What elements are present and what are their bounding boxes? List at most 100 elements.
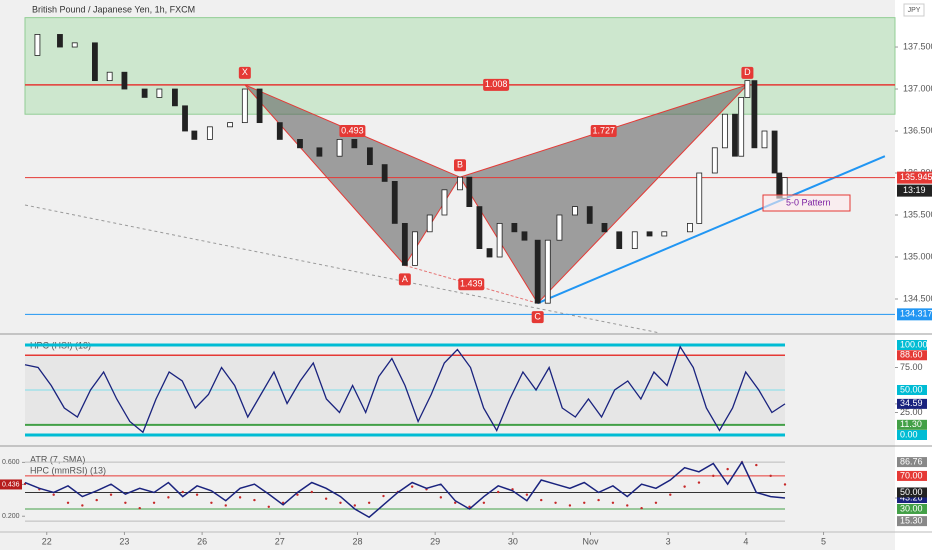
currency: JPY [908, 7, 921, 14]
candle [336, 139, 343, 157]
candle [141, 88, 148, 98]
candle [721, 113, 728, 149]
candle [92, 42, 98, 82]
y-tick-label: 11.30 [900, 419, 922, 429]
candle [256, 88, 263, 124]
atr-dot [712, 474, 715, 478]
candle [351, 139, 358, 149]
axis-badge [897, 470, 927, 481]
atr-dot [583, 501, 586, 504]
x-tick-label: Nov [582, 536, 599, 546]
price-badge [897, 308, 932, 321]
atr-dot [296, 493, 299, 496]
y-tick-label: 137.000 [903, 83, 932, 93]
pattern-point-badge [454, 159, 466, 172]
candle [744, 80, 751, 98]
price-badge [897, 171, 932, 184]
ratio-badge [458, 278, 485, 291]
x-tick-label: 22 [42, 536, 52, 546]
atr-dot [210, 501, 213, 504]
candle [521, 231, 528, 241]
atr-dot [95, 498, 98, 502]
y2-tick-label: 15.30 [900, 515, 923, 525]
y-tick-label: 136.500 [903, 125, 932, 135]
atr-dot [81, 504, 84, 507]
candle [616, 231, 623, 249]
pattern-point-label: D [744, 67, 751, 77]
atr-dot [669, 493, 672, 496]
oscillator-line [24, 345, 786, 434]
candle [71, 42, 78, 48]
atr-dot [726, 467, 729, 471]
candle [182, 105, 188, 132]
atr-dot [439, 496, 443, 499]
candle [121, 71, 128, 90]
atr-dot [224, 504, 227, 507]
atr-dot [497, 490, 500, 494]
candle [34, 34, 41, 56]
axis-badge [897, 340, 927, 350]
atr-dot [568, 504, 572, 507]
y-tick-label: 135.500 [903, 209, 932, 219]
atr-dot [769, 474, 772, 478]
atr-dot [181, 490, 184, 494]
candle [106, 71, 113, 82]
candle [191, 130, 198, 140]
atr-dot [324, 497, 328, 500]
x-tick-label: 3 [666, 536, 671, 546]
atr-dot [152, 501, 156, 504]
ratio-label: 1.727 [592, 125, 615, 135]
candle [586, 206, 593, 224]
candle [366, 147, 373, 166]
x-tick-label: 4 [743, 536, 748, 546]
candle [156, 88, 163, 98]
x-tick-label: 30 [508, 536, 518, 546]
atr-dot [410, 485, 414, 488]
ratio-label: 0.493 [341, 125, 364, 135]
pattern-name: 5-0 Pattern [786, 197, 831, 207]
currency-badge [903, 3, 925, 17]
ratio-badge [590, 125, 617, 138]
axis-badge [897, 516, 927, 527]
candle [496, 222, 503, 258]
y-tick-label: 0.200 [2, 513, 20, 520]
y-tick-label: 134.500 [903, 293, 932, 303]
atr-dot [525, 493, 529, 496]
y-tick-label: 25.00 [900, 407, 923, 417]
atr-dot [654, 501, 658, 504]
candle [401, 222, 408, 266]
y-tick-label: 135.000 [903, 251, 932, 261]
atr-dot [167, 496, 170, 499]
atr-dot [66, 501, 70, 504]
pattern-point-label: A [402, 274, 408, 284]
candle [511, 222, 518, 233]
atr-dot [640, 506, 643, 510]
y2-tick-label: 30.00 [900, 503, 923, 513]
atr-dot [382, 494, 385, 498]
atr-dot [267, 505, 270, 509]
pattern-point-badge [398, 273, 411, 286]
atr-dot [611, 501, 615, 504]
candle [761, 130, 768, 149]
candle [426, 214, 433, 233]
candle [738, 97, 745, 157]
x-tick-label: 29 [430, 536, 440, 546]
y-tick-label: 88.60 [900, 350, 923, 360]
pattern-point-label: C [534, 312, 541, 322]
x-tick-label: 27 [275, 536, 285, 546]
candle [544, 239, 551, 304]
pattern-name-box [762, 194, 851, 212]
candle [486, 248, 493, 258]
candle [751, 80, 758, 149]
axis-badge [897, 385, 927, 395]
y-tick-label: 75.00 [900, 362, 923, 372]
atr-dot [783, 483, 787, 486]
price-badge-label: 135.945 [900, 172, 932, 182]
atr-dot [138, 506, 141, 510]
atr-dot [367, 501, 371, 504]
pane-subtitle: HPC (mmRSI) (13) [30, 465, 106, 475]
atr-dot [755, 463, 758, 467]
candle [227, 122, 233, 128]
candle [631, 231, 638, 249]
atr-dot [540, 498, 543, 502]
